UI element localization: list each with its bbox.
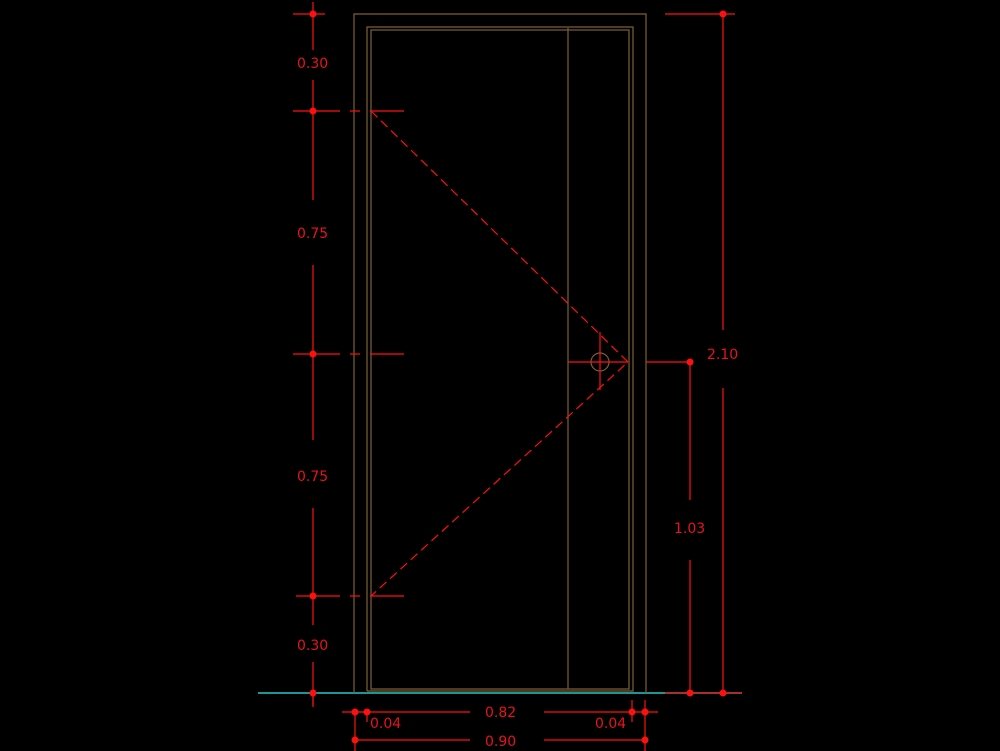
- dim-label-total-height: 2.10: [707, 347, 738, 363]
- left-dimension-chain: [293, 2, 404, 705]
- dim-label-bottom-0.30: 0.30: [297, 638, 328, 654]
- door-swing-indicator: [370, 110, 629, 597]
- dim-label-leaf-width: 0.82: [485, 705, 516, 721]
- right-dimensions: [665, 10, 742, 697]
- dim-label-handle-height: 1.03: [674, 521, 705, 537]
- dim-label-jamb-left: 0.04: [370, 716, 401, 732]
- bottom-dimensions: [312, 693, 658, 751]
- dim-label-upper-0.75: 0.75: [297, 226, 328, 242]
- dim-label-total-width: 0.90: [485, 734, 516, 750]
- door-handle-icon: [568, 332, 690, 390]
- dim-label-lower-0.75: 0.75: [297, 469, 328, 485]
- dim-label-top-0.30: 0.30: [297, 56, 328, 72]
- dim-label-jamb-right: 0.04: [595, 716, 626, 732]
